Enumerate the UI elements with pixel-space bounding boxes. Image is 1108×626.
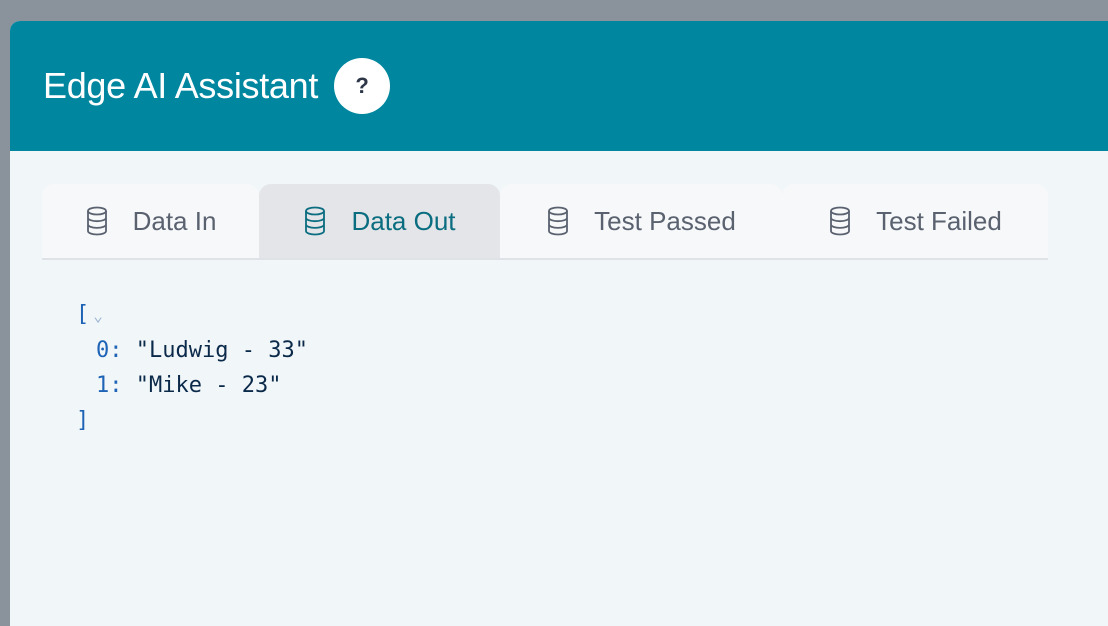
database-icon (548, 206, 569, 236)
json-value: "Ludwig - 33" (135, 338, 308, 363)
json-viewer: [⌄ 0: "Ludwig - 33" 1: "Mike - 23" ] (76, 297, 308, 438)
database-icon (305, 206, 326, 236)
header: Edge AI Assistant ? (10, 21, 1108, 151)
tab-label: Test Failed (876, 205, 1002, 236)
database-icon (830, 206, 851, 236)
chevron-down-icon[interactable]: ⌄ (93, 306, 103, 325)
tab-test-passed[interactable]: Test Passed (500, 184, 782, 258)
tab-data-out[interactable]: Data Out (259, 184, 500, 258)
tab-label: Data In (132, 205, 217, 236)
help-button[interactable]: ? (334, 58, 391, 114)
json-key: 1: (96, 373, 123, 398)
tab-label: Test Passed (594, 205, 736, 236)
tab-bar: Data In Data Out Test Passed Test Failed (42, 184, 1048, 260)
array-open-bracket: [ (76, 302, 90, 327)
json-value: "Mike - 23" (135, 373, 282, 398)
assistant-panel: Edge AI Assistant ? Data In Data Out Tes… (10, 21, 1108, 626)
json-item: 0: "Ludwig - 33" (76, 333, 308, 368)
json-item: 1: "Mike - 23" (76, 368, 308, 403)
database-icon (86, 206, 107, 236)
tab-label: Data Out (351, 205, 456, 236)
tab-data-in[interactable]: Data In (42, 184, 259, 258)
array-close-bracket: ] (76, 408, 90, 433)
tab-test-failed[interactable]: Test Failed (782, 184, 1048, 258)
json-key: 0: (96, 338, 123, 363)
app-title: Edge AI Assistant (43, 65, 319, 106)
